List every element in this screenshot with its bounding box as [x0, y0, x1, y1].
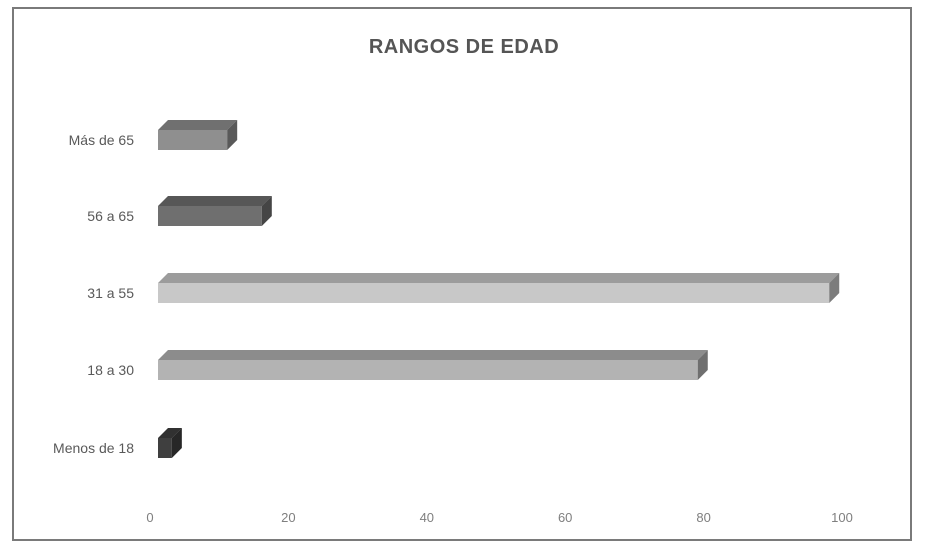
bars-group — [158, 120, 840, 458]
chart-title: RANGOS DE EDAD — [368, 36, 560, 58]
bar-56-a-65 — [158, 196, 272, 226]
bar-top — [158, 273, 840, 283]
category-label: 18 a 30 — [87, 362, 134, 378]
bar-front — [158, 206, 262, 226]
bar-top — [158, 196, 272, 206]
bar-side — [829, 273, 840, 303]
x-tick-label: 40 — [420, 510, 434, 525]
x-tick-label: 20 — [281, 510, 295, 525]
bar-31-a-55 — [158, 273, 840, 303]
category-label: 31 a 55 — [87, 285, 134, 301]
bar-18-a-30 — [158, 350, 708, 380]
bar-top — [158, 120, 238, 130]
category-label: 56 a 65 — [87, 208, 134, 224]
x-tick-label: 100 — [831, 510, 853, 525]
bar-front — [158, 130, 228, 150]
bar-menos-de-18 — [158, 428, 182, 458]
bar-m-s-de-65 — [158, 120, 238, 150]
bar-side — [227, 120, 238, 150]
x-tick-label: 80 — [696, 510, 710, 525]
bar-side — [171, 428, 182, 458]
bar-side — [697, 350, 708, 380]
x-tick-label: 0 — [146, 510, 153, 525]
bar-side — [261, 196, 272, 226]
category-labels: Menos de 18 18 a 30 31 a 55 56 a 65 Más de 6… — [53, 132, 134, 456]
category-label: Menos de 18 — [53, 440, 134, 456]
category-label: Más de 65 — [69, 132, 135, 148]
bar-front — [158, 283, 830, 303]
bar-front — [158, 360, 698, 380]
bar-top — [158, 350, 708, 360]
bar-front — [158, 438, 172, 458]
x-tick-label: 60 — [558, 510, 572, 525]
bar-top — [158, 428, 182, 438]
x-tick-labels: 0 20 40 60 80 100 — [146, 510, 852, 525]
